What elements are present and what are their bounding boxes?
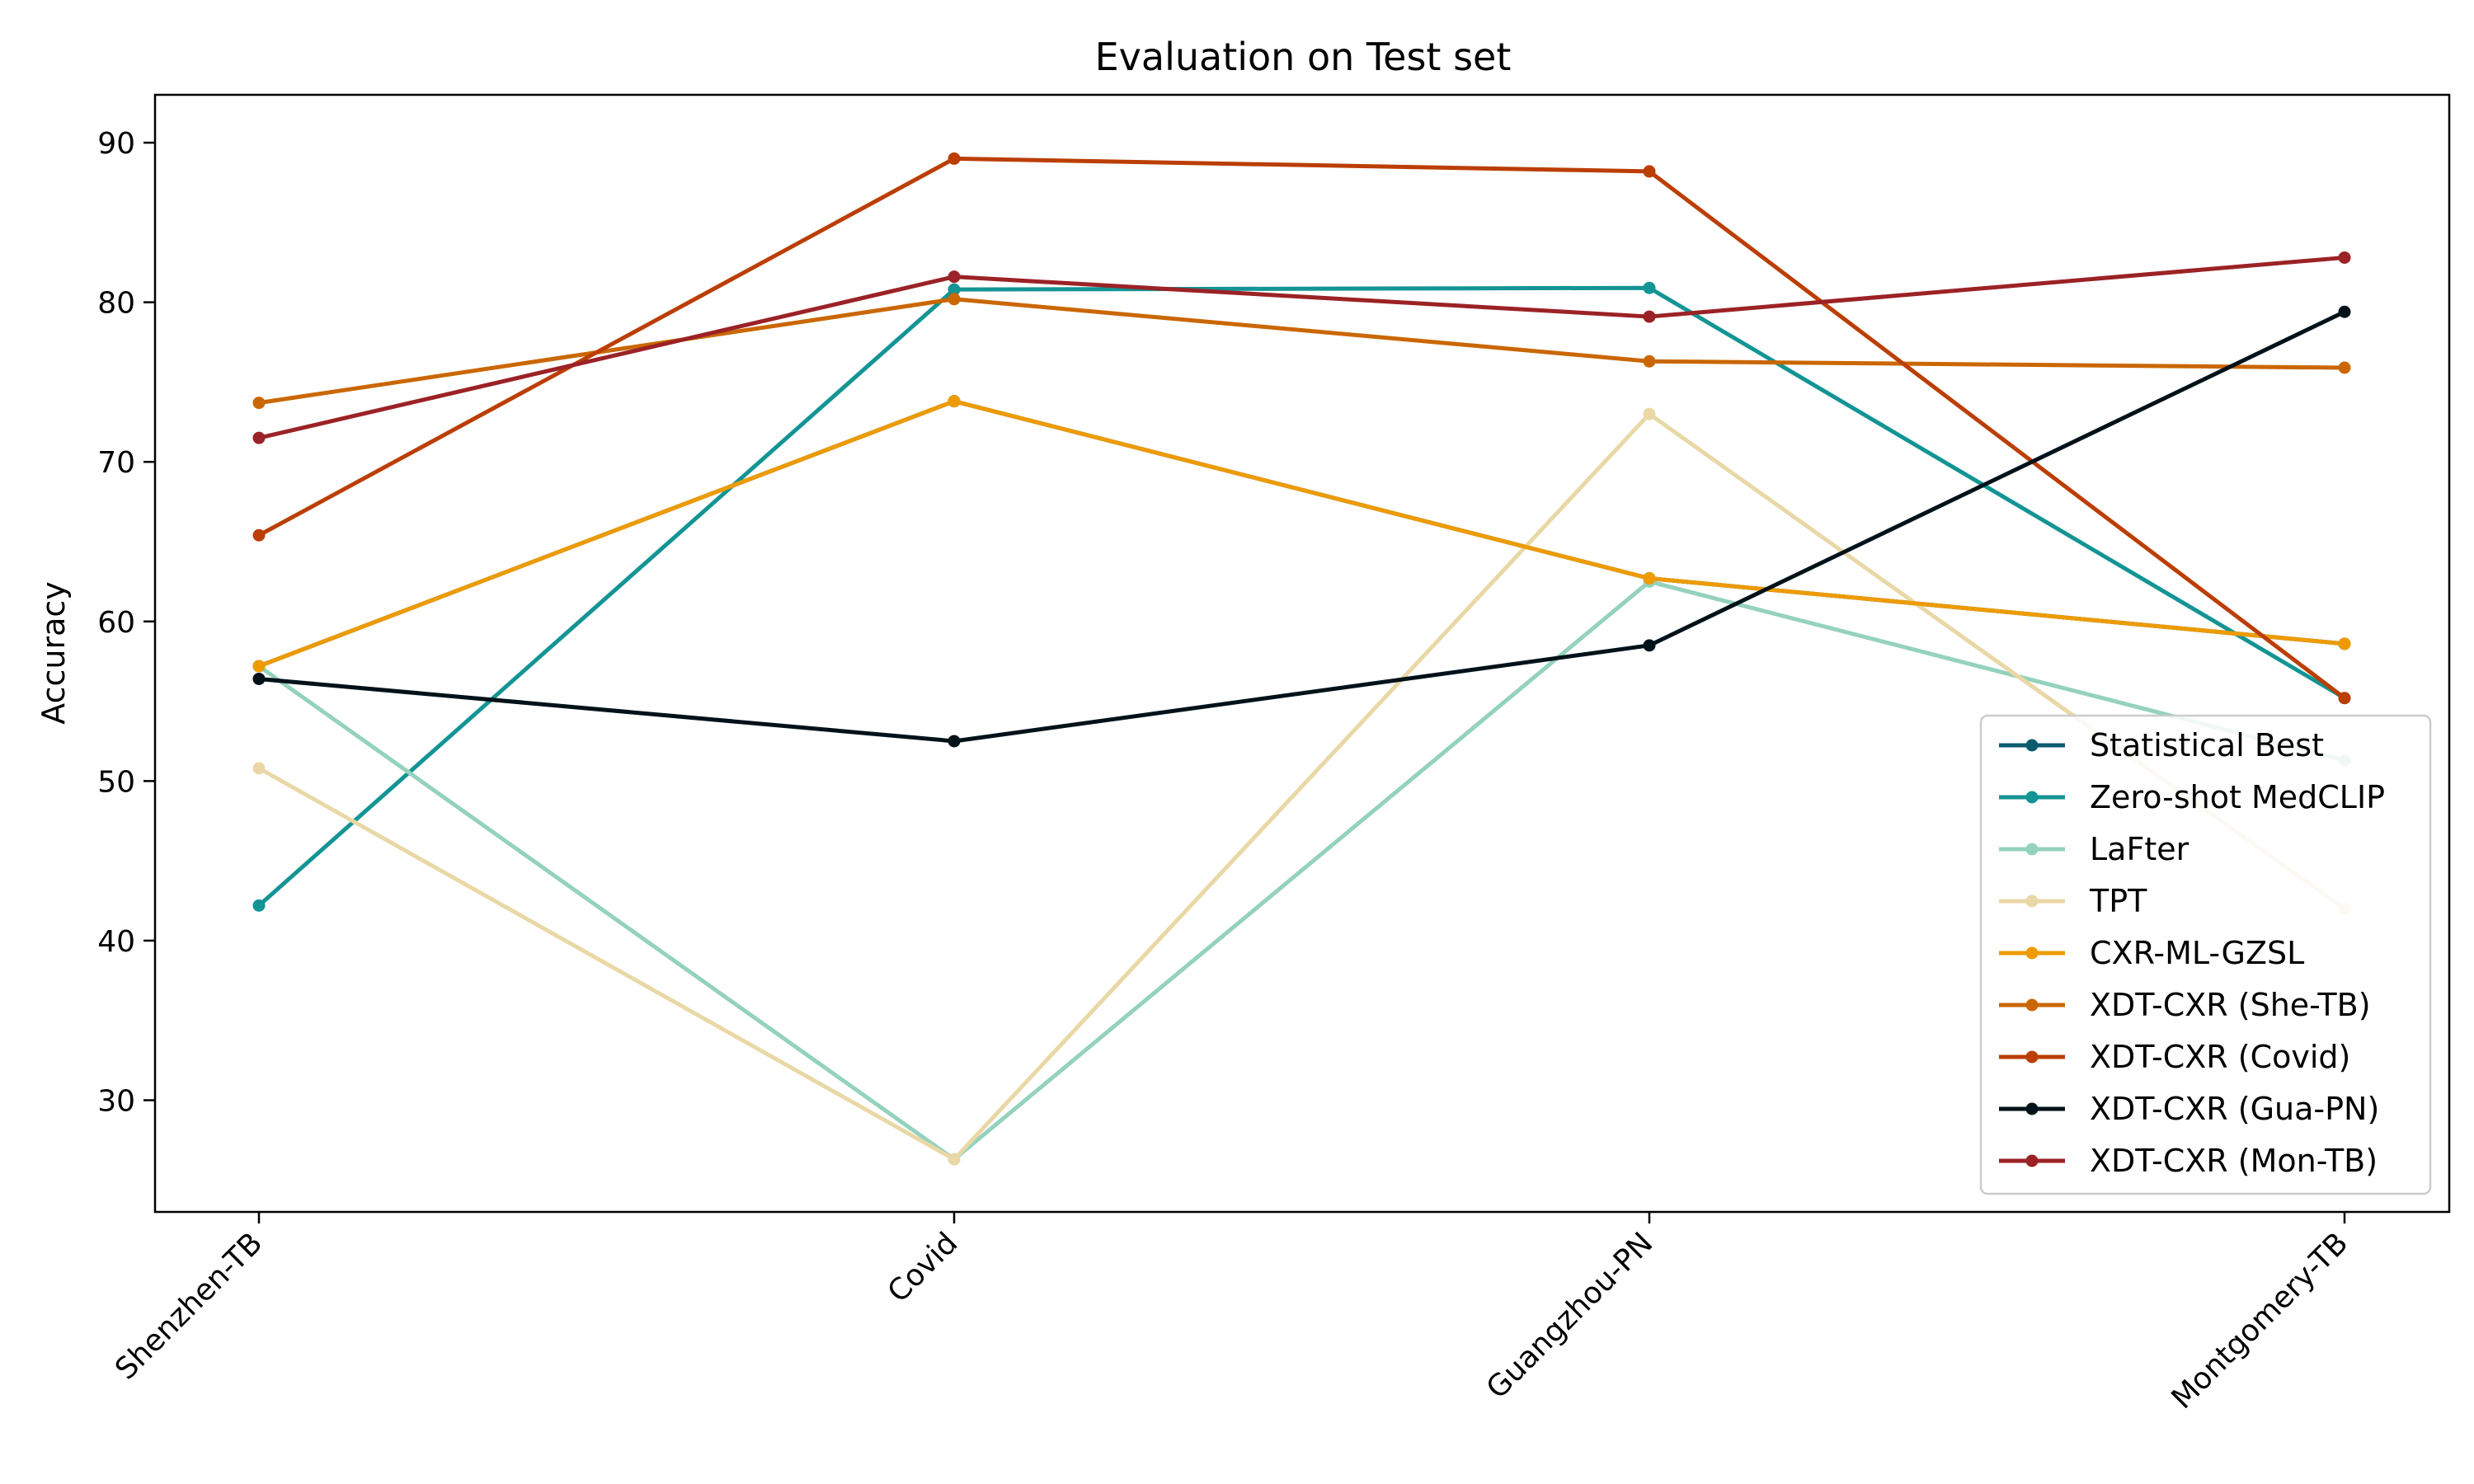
x-axis: Shenzhen-TB Covid Guangzhou-PN Montgomery-T… [109,1212,2354,1416]
data-point [252,431,266,444]
plot-area-frame [153,93,2451,1214]
data-point [948,152,961,165]
x-tick-label: Shenzhen-TB [109,1226,269,1386]
y-axis: 30 40 50 60 70 80 90 [97,127,155,1119]
legend-item: XDT-CXR (She-TB) [1999,987,2371,1023]
series-line [257,579,2345,1162]
legend-item: XDT-CXR (Mon-TB) [1999,1143,2378,1179]
legend-swatch-marker [2025,791,2039,804]
series-layer [252,152,2351,1166]
legend-label: TPT [2089,883,2147,919]
series-group [252,407,2351,1166]
legend-label: Zero-shot MedCLIP [2090,779,2385,815]
data-point [948,270,961,284]
y-tick-label: 90 [97,127,135,161]
data-point [252,762,266,775]
series-group [252,251,2351,444]
data-point [948,395,961,408]
series-group [252,293,2351,410]
y-axis-label: Accuracy [35,581,72,725]
data-point [252,899,266,912]
legend-swatch-marker [2025,946,2039,960]
y-tick-label: 50 [97,765,135,799]
data-point [2338,361,2351,374]
x-tick-label: Guangzhou-PN [1480,1226,1660,1406]
legend-swatch-marker [2025,1050,2039,1064]
data-point [948,735,961,748]
legend-item: Statistical Best [1999,727,2324,763]
legend-swatch-marker [2025,895,2039,908]
y-tick-label: 60 [97,606,135,640]
y-tick-label: 30 [97,1085,135,1119]
legend-item: CXR-ML-GZSL [1999,935,2304,971]
data-point [2338,692,2351,705]
data-point [948,1153,961,1166]
data-point [2338,251,2351,264]
series-line [257,411,2346,1162]
data-point [252,528,266,542]
data-point [2338,637,2351,650]
legend-label: LaFter [2090,831,2189,867]
legend-swatch-marker [2025,1154,2039,1167]
series-line [258,310,2346,744]
data-point [1643,355,1656,368]
series-line [258,399,2345,669]
y-tick-label: 40 [97,925,135,959]
data-point [1643,165,1656,178]
data-point [252,672,266,685]
legend-item: TPT [1999,883,2147,919]
series-group [252,305,2351,748]
legend-label: XDT-CXR (She-TB) [2090,987,2371,1023]
x-tick-label: Montgomery-TB [2166,1226,2355,1416]
data-point [1643,310,1656,323]
series-group [252,152,2351,705]
legend-swatch-marker [2025,739,2039,752]
data-point [252,397,266,410]
data-point [2338,305,2351,318]
series-line [258,297,2345,406]
series-group [252,395,2351,673]
data-point [1643,281,1656,294]
legend-label: XDT-CXR (Covid) [2090,1039,2350,1075]
legend-swatch-marker [2025,843,2039,856]
legend-label: Statistical Best [2090,727,2324,763]
data-point [1643,572,1656,585]
x-tick-label: Covid [882,1226,965,1309]
y-tick-label: 80 [97,287,135,321]
legend: Statistical Best Zero-shot MedCLIP LaFter T… [1979,714,2432,1195]
series-line [258,255,2345,440]
legend-item: Zero-shot MedCLIP [1999,779,2385,815]
legend-label: CXR-ML-GZSL [2090,935,2304,971]
legend-box [1979,714,2432,1195]
legend-label: XDT-CXR (Mon-TB) [2090,1143,2378,1179]
data-point [948,293,961,306]
legend-item: LaFter [1999,831,2189,867]
y-tick-label: 70 [97,446,135,480]
legend-item: XDT-CXR (Covid) [1999,1039,2350,1075]
data-point [252,660,266,673]
legend-swatch-marker [2025,1102,2039,1115]
legend-label: XDT-CXR (Gua-PN) [2090,1091,2379,1127]
data-point [1643,639,1656,652]
data-point [1643,407,1656,420]
data-point [948,283,961,296]
legend-swatch-marker [2025,998,2039,1012]
legend-item: XDT-CXR (Gua-PN) [1999,1091,2379,1127]
chart-title: Evaluation on Test set [1095,35,1512,79]
series-line [257,285,2346,908]
series-line [257,156,2346,700]
